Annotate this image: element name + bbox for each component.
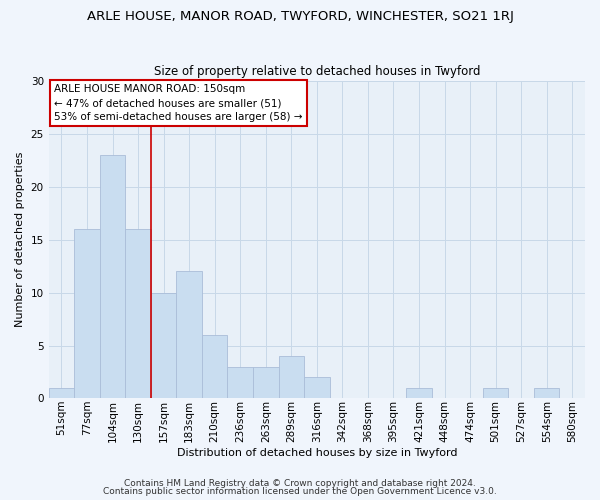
Bar [304,378,329,398]
Text: ARLE HOUSE, MANOR ROAD, TWYFORD, WINCHESTER, SO21 1RJ: ARLE HOUSE, MANOR ROAD, TWYFORD, WINCHES… [86,10,514,23]
Bar [278,356,304,399]
Bar [74,229,100,398]
Text: ARLE HOUSE MANOR ROAD: 150sqm
← 47% of detached houses are smaller (51)
53% of s: ARLE HOUSE MANOR ROAD: 150sqm ← 47% of d… [54,84,302,122]
Bar [253,366,278,398]
Bar [483,388,508,398]
X-axis label: Distribution of detached houses by size in Twyford: Distribution of detached houses by size … [176,448,457,458]
Title: Size of property relative to detached houses in Twyford: Size of property relative to detached ho… [154,66,480,78]
Bar [125,229,151,398]
Bar [100,155,125,398]
Bar [176,272,202,398]
Bar [406,388,432,398]
Bar [151,292,176,399]
Bar [202,335,227,398]
Text: Contains public sector information licensed under the Open Government Licence v3: Contains public sector information licen… [103,487,497,496]
Y-axis label: Number of detached properties: Number of detached properties [15,152,25,328]
Bar [49,388,74,398]
Text: Contains HM Land Registry data © Crown copyright and database right 2024.: Contains HM Land Registry data © Crown c… [124,478,476,488]
Bar [227,366,253,398]
Bar [534,388,559,398]
